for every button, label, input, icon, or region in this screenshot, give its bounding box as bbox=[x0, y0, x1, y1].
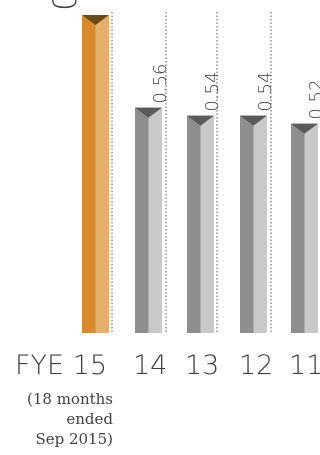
bar-highlight-13 bbox=[200, 115, 214, 334]
category-note-line-1: (18 months bbox=[26, 390, 113, 408]
bar-cap-14 bbox=[135, 107, 162, 118]
category-label-13: 13 bbox=[185, 350, 220, 381]
category-label-14: 14 bbox=[133, 350, 168, 381]
value-label-11: 0.52 bbox=[306, 80, 320, 120]
bar-cap-13 bbox=[187, 115, 214, 126]
bar-cap-fye-15 bbox=[82, 15, 109, 25]
category-note-line-2: ended bbox=[66, 410, 113, 428]
bar-highlight-fye-15 bbox=[95, 15, 109, 333]
category-label-fye-15: FYE 15 bbox=[15, 350, 108, 381]
category-label-11: 11 bbox=[289, 350, 320, 381]
bar-highlight-14 bbox=[148, 107, 162, 333]
category-note-line-3: Sep 2015) bbox=[35, 430, 113, 448]
value-label-14: 0.56 bbox=[150, 64, 171, 104]
bar-cap-11 bbox=[291, 123, 318, 134]
bar-highlight-11 bbox=[304, 123, 318, 333]
value-label-fye-15: 0.79 bbox=[46, 0, 84, 11]
category-label-12: 12 bbox=[239, 350, 274, 381]
value-label-12: 0.54 bbox=[255, 72, 276, 112]
bar-cap-12 bbox=[240, 115, 267, 126]
bar-highlight-12 bbox=[253, 115, 267, 334]
value-label-13: 0.54 bbox=[202, 72, 223, 112]
